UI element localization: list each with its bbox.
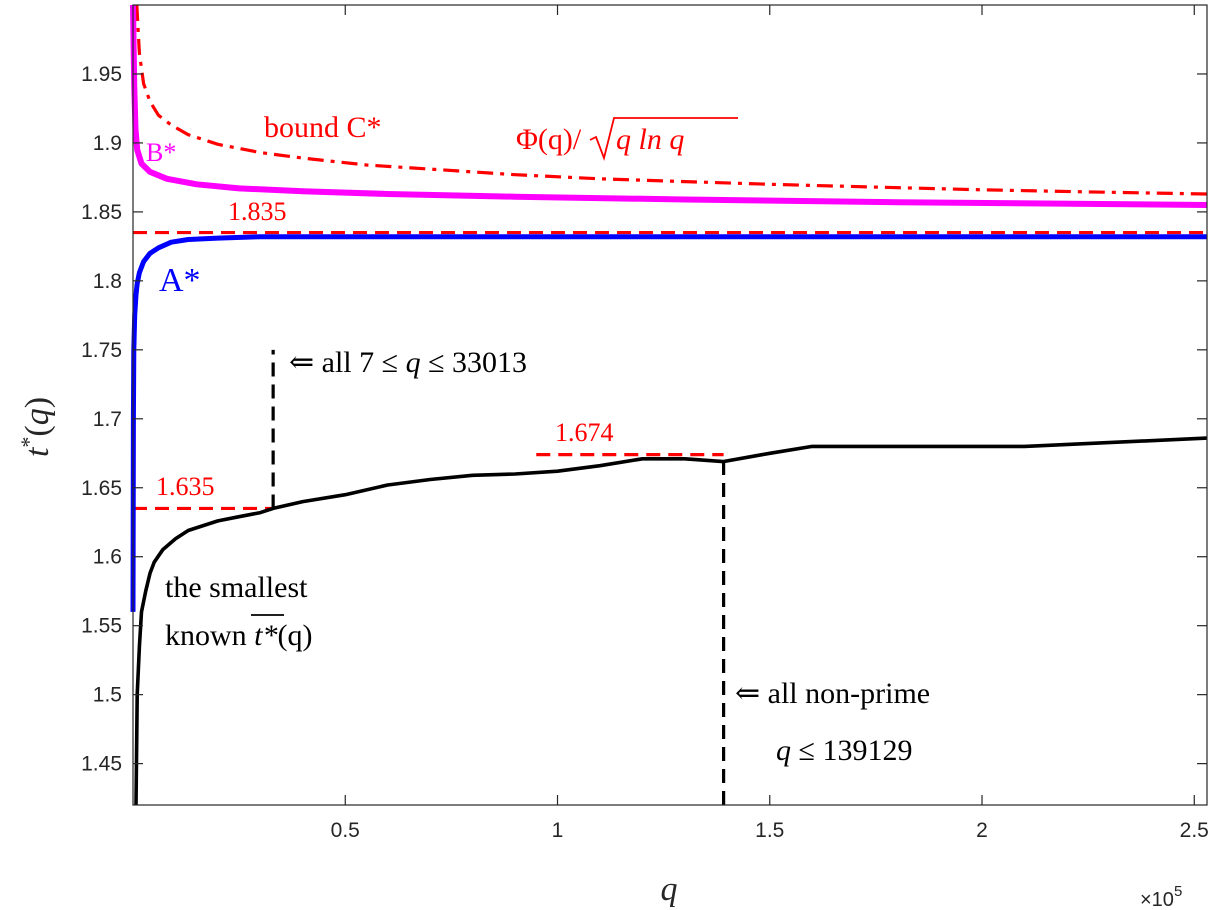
- value-label-1835: 1.835: [228, 197, 287, 226]
- ticks-layer: 0.5 1 1.5 2 2.5 1.45 1.5 1.55 1.6 1.65 1.7 1.75 1.8 1…: [81, 5, 1209, 842]
- smallest-known-series-line: [134, 436, 1208, 806]
- smallest-line1: the smallest: [165, 571, 308, 604]
- x-tick-label: 2.5: [1180, 819, 1209, 842]
- y-tick-label: 1.9: [93, 132, 122, 155]
- y-axis-label: t*(q): [16, 397, 56, 457]
- y-tick-label: 1.75: [81, 339, 122, 362]
- x-tick-label: 1.5: [755, 819, 784, 842]
- value-label-1674: 1.674: [555, 418, 614, 447]
- x-tick-label: 0.5: [331, 819, 360, 842]
- y-tick-label: 1.95: [81, 63, 122, 86]
- x-tick-label: 2: [976, 819, 988, 842]
- bound-c-series-line: [135, 4, 1208, 196]
- y-tick-label: 1.8: [93, 270, 122, 293]
- a-star-series-line: [130, 234, 1207, 612]
- b-star-series-line: [130, 4, 1208, 208]
- y-tick-label: 1.85: [81, 201, 122, 224]
- sqrt-sign: [589, 117, 738, 161]
- svg-text:known t*(q): known t*(q): [165, 619, 313, 652]
- svg-text:Φ(q)/: Φ(q)/: [516, 123, 582, 156]
- nonprime-line2: q ≤ 139129: [776, 734, 912, 767]
- y-tick-label: 1.45: [81, 753, 122, 776]
- y-tick-label: 1.65: [81, 477, 122, 500]
- b-star-label: B*: [146, 138, 176, 167]
- y-tick-label: 1.5: [93, 684, 122, 707]
- value-label-1635: 1.635: [156, 472, 215, 501]
- range-annotation: ⇐ all 7 ≤ q ≤ 33013: [289, 346, 527, 379]
- nonprime-line1: ⇐ all non-prime: [735, 677, 930, 710]
- x-tick-label: 1: [552, 819, 564, 842]
- y-tick-label: 1.7: [93, 408, 122, 431]
- a-star-label: A*: [159, 262, 201, 299]
- svg-text:q ln q: q ln q: [616, 123, 684, 156]
- x-exponent-label: ×105: [1140, 883, 1182, 910]
- axes-box: [132, 4, 1208, 806]
- series-layer: [130, 4, 1208, 806]
- y-tick-label: 1.6: [93, 546, 122, 569]
- smallest-line2: known t*(q): [165, 614, 313, 652]
- y-tick-label: 1.55: [81, 615, 122, 638]
- phi-q-label: Φ(q)/ q ln q: [516, 117, 738, 161]
- lines-layer: [133, 230, 1207, 805]
- x-axis-label: q: [661, 871, 678, 908]
- bound-c-label: bound C*: [264, 111, 382, 144]
